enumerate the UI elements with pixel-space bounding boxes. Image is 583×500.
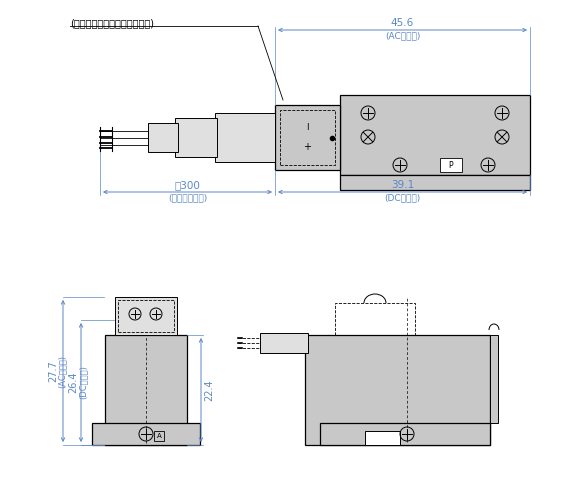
Text: P: P (449, 160, 454, 170)
Bar (280, 110, 335, 165)
Bar (340, 95, 530, 175)
Text: (DCの場合): (DCの場合) (384, 193, 420, 202)
Bar (154, 431, 164, 441)
Bar (340, 175, 530, 190)
Bar (92, 423, 200, 445)
Text: (リード線長さ): (リード線長さ) (168, 193, 207, 202)
Bar (305, 335, 490, 445)
Text: 22.4: 22.4 (204, 379, 214, 401)
Bar (320, 423, 490, 445)
Text: 26.4: 26.4 (68, 372, 78, 393)
Text: (DCの場合): (DCの場合) (79, 366, 87, 400)
Text: (ACの場合): (ACの場合) (58, 354, 66, 388)
Bar (365, 431, 400, 445)
Text: 27.7: 27.7 (48, 360, 58, 382)
Bar (335, 303, 415, 335)
Bar (215, 113, 275, 162)
Text: 約300: 約300 (174, 180, 201, 190)
Bar (175, 118, 217, 157)
Text: (ランプ・サージ電圧保護回路): (ランプ・サージ電圧保護回路) (70, 18, 154, 28)
Text: 39.1: 39.1 (391, 180, 414, 190)
Bar (115, 297, 177, 335)
Bar (148, 123, 178, 152)
Text: +: + (303, 142, 311, 152)
Text: I: I (305, 123, 308, 132)
Bar (118, 300, 174, 332)
Bar (440, 158, 462, 172)
Bar (260, 333, 308, 353)
Text: 45.6: 45.6 (391, 18, 414, 28)
Bar (105, 335, 187, 445)
Bar (490, 335, 498, 423)
Bar (275, 105, 340, 170)
Text: A: A (157, 433, 161, 439)
Text: (ACの場合): (ACの場合) (385, 31, 420, 40)
